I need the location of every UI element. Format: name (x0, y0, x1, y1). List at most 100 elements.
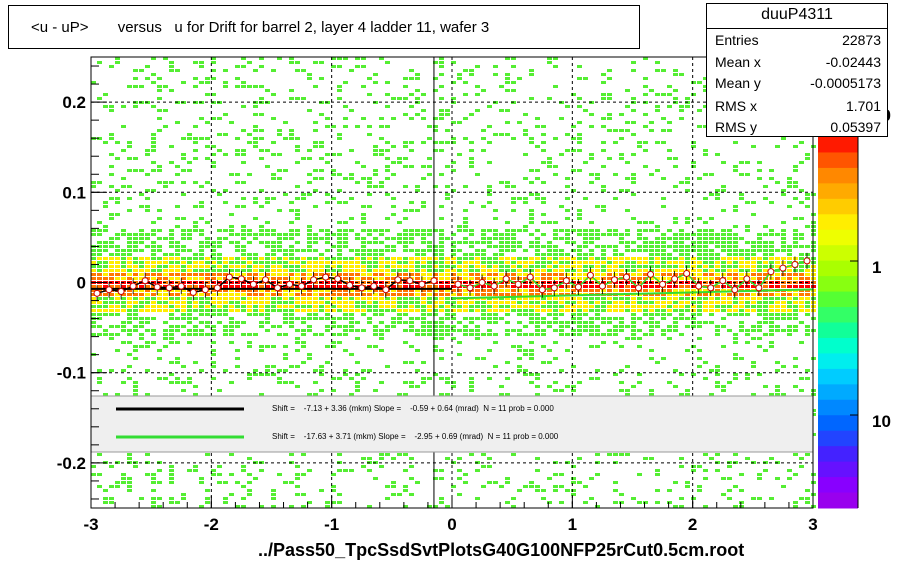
heatmap-bin (643, 237, 648, 240)
heatmap-bin (487, 125, 492, 128)
heatmap-bin (769, 313, 774, 316)
heatmap-bin (643, 313, 648, 316)
heatmap-bin (205, 241, 210, 244)
heatmap-bin (469, 333, 474, 336)
heatmap-bin (757, 177, 762, 180)
heatmap-bin (115, 257, 120, 260)
heatmap-bin (655, 69, 660, 72)
heatmap-bin (181, 289, 186, 292)
heatmap-bin (181, 257, 186, 260)
heatmap-bin (475, 289, 480, 292)
heatmap-bin (421, 205, 426, 208)
heatmap-bin (247, 141, 252, 144)
heatmap-bin (91, 301, 96, 304)
heatmap-bin (511, 57, 516, 60)
heatmap-bin (133, 297, 138, 300)
heatmap-bin (337, 493, 342, 496)
heatmap-bin (331, 485, 336, 488)
heatmap-bin (505, 89, 510, 92)
heatmap-bin (109, 485, 114, 488)
heatmap-bin (571, 385, 576, 388)
heatmap-bin (409, 209, 414, 212)
heatmap-bin (439, 293, 444, 296)
heatmap-bin (499, 245, 504, 248)
heatmap-bin (97, 309, 102, 312)
heatmap-bin (391, 269, 396, 272)
heatmap-bin (463, 217, 468, 220)
heatmap-bin (433, 321, 438, 324)
heatmap-bin (229, 297, 234, 300)
heatmap-bin (463, 225, 468, 228)
heatmap-bin (613, 317, 618, 320)
heatmap-bin (367, 241, 372, 244)
heatmap-bin (715, 265, 720, 268)
heatmap-bin (631, 313, 636, 316)
heatmap-bin (541, 301, 546, 304)
heatmap-bin (439, 309, 444, 312)
heatmap-bin (589, 285, 594, 288)
heatmap-bin (523, 225, 528, 228)
heatmap-bin (349, 69, 354, 72)
heatmap-bin (655, 277, 660, 280)
heatmap-bin (571, 93, 576, 96)
heatmap-bin (361, 377, 366, 380)
heatmap-bin (553, 221, 558, 224)
heatmap-bin (799, 141, 804, 144)
heatmap-bin (199, 137, 204, 140)
heatmap-bin (385, 193, 390, 196)
heatmap-bin (277, 129, 282, 132)
heatmap-bin (427, 257, 432, 260)
heatmap-bin (421, 309, 426, 312)
heatmap-bin (739, 501, 744, 504)
heatmap-bin (421, 273, 426, 276)
heatmap-bin (253, 293, 258, 296)
heatmap-bin (247, 297, 252, 300)
heatmap-bin (703, 261, 708, 264)
heatmap-bin (715, 325, 720, 328)
heatmap-bin (469, 381, 474, 384)
heatmap-bin (505, 133, 510, 136)
heatmap-bin (541, 329, 546, 332)
heatmap-bin (151, 249, 156, 252)
heatmap-bin (259, 57, 264, 60)
profile-point (346, 281, 354, 289)
heatmap-bin (151, 253, 156, 256)
heatmap-bin (733, 225, 738, 228)
heatmap-bin (757, 169, 762, 172)
heatmap-bin (415, 317, 420, 320)
heatmap-bin (271, 141, 276, 144)
heatmap-bin (271, 177, 276, 180)
heatmap-bin (781, 257, 786, 260)
heatmap-bin (181, 81, 186, 84)
heatmap-bin (577, 245, 582, 248)
heatmap-bin (463, 81, 468, 84)
heatmap-bin (385, 273, 390, 276)
heatmap-bin (115, 237, 120, 240)
heatmap-bin (361, 253, 366, 256)
heatmap-bin (595, 329, 600, 332)
heatmap-bin (325, 257, 330, 260)
heatmap-bin (667, 309, 672, 312)
heatmap-bin (619, 345, 624, 348)
heatmap-bin (133, 249, 138, 252)
heatmap-bin (673, 97, 678, 100)
heatmap-bin (679, 181, 684, 184)
heatmap-bin (487, 309, 492, 312)
heatmap-bin (583, 245, 588, 248)
heatmap-bin (247, 345, 252, 348)
heatmap-bin (583, 321, 588, 324)
heatmap-bin (505, 333, 510, 336)
stats-row-mean-x: Mean x -0.02443 (715, 54, 881, 74)
heatmap-bin (433, 373, 438, 376)
heatmap-bin (631, 61, 636, 64)
heatmap-bin (613, 309, 618, 312)
heatmap-bin (211, 277, 216, 280)
heatmap-bin (673, 185, 678, 188)
heatmap-bin (151, 277, 156, 280)
heatmap-bin (763, 301, 768, 304)
heatmap-bin (511, 233, 516, 236)
heatmap-bin (559, 485, 564, 488)
heatmap-bin (733, 313, 738, 316)
heatmap-bin (469, 321, 474, 324)
heatmap-bin (499, 85, 504, 88)
